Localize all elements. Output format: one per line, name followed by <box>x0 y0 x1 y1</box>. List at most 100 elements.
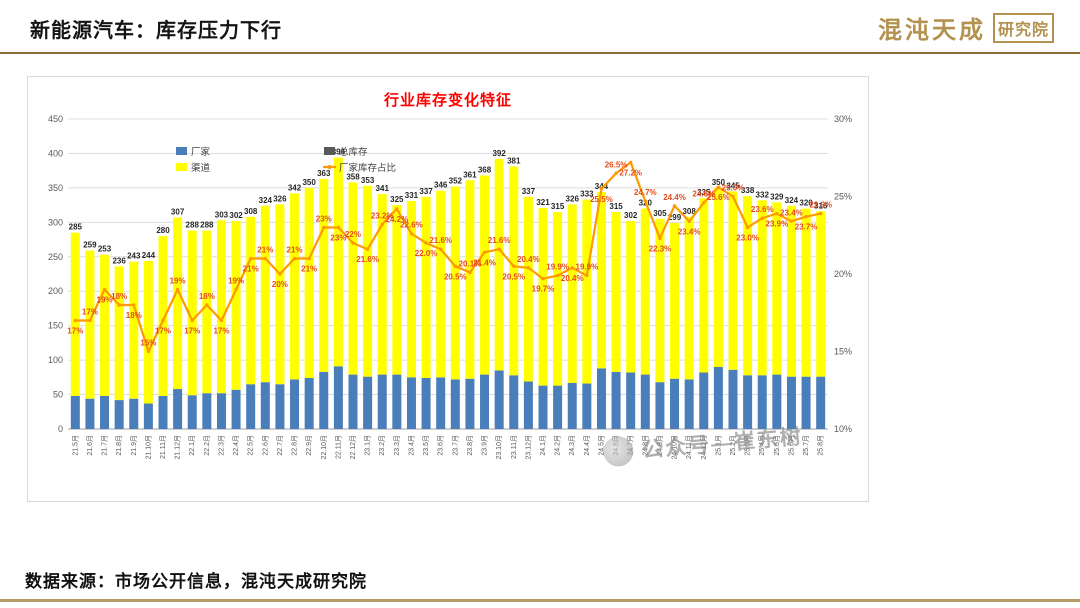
x-axis-tick: 23.11月 <box>510 435 518 459</box>
right-axis-tick: 20% <box>834 269 852 279</box>
brand-logo-text: 混沌天成 <box>877 18 986 44</box>
total-label: 324 <box>785 196 799 205</box>
ratio-point <box>760 216 764 220</box>
pct-label: 21% <box>257 246 273 255</box>
ratio-point <box>702 201 706 205</box>
factory-bar <box>816 376 826 429</box>
inventory-chart: 0 50 100 150 200 250 300 350 400 450 10% 15% 20% 25% 3… <box>48 114 852 460</box>
y-axis-tick: 300 <box>48 217 63 227</box>
factory-bar <box>743 375 753 429</box>
x-axis-tick: 24.12月 <box>700 435 708 460</box>
x-axis-tick: 22.9月 <box>305 435 313 456</box>
ratio-point <box>614 171 618 175</box>
total-label: 244 <box>142 251 156 260</box>
x-axis-tick: 23.3月 <box>393 435 401 456</box>
ratio-point <box>205 303 209 307</box>
pct-label: 25.6% <box>707 193 730 202</box>
channel-bar <box>216 220 226 394</box>
factory-bar <box>100 395 110 429</box>
pct-label: 20.5% <box>444 272 467 281</box>
pct-label: 19% <box>97 296 113 305</box>
channel-bar <box>158 236 168 396</box>
x-axis-tick: 21.11月 <box>159 435 167 459</box>
legend-label: 厂家 <box>191 146 211 158</box>
channel-bar <box>465 180 475 379</box>
ratio-point <box>88 318 92 323</box>
channel-bar <box>786 205 796 377</box>
total-label: 321 <box>536 198 550 207</box>
ratio-point <box>555 273 560 278</box>
ratio-point <box>599 187 604 191</box>
factory-bar <box>392 374 402 429</box>
legend-label: 厂家库存占比 <box>339 162 396 174</box>
legend-marker <box>176 163 187 171</box>
pct-label: 24.6% <box>692 190 715 199</box>
legend-marker-point <box>327 165 332 169</box>
total-label: 381 <box>507 157 521 166</box>
factory-bar <box>436 377 446 429</box>
ratio-point <box>643 199 648 203</box>
ratio-point <box>687 219 691 223</box>
chart-title: 行业库存变化特征 <box>383 92 512 109</box>
total-label: 329 <box>770 192 784 201</box>
factory-bar <box>670 378 680 429</box>
ratio-point <box>132 303 136 307</box>
ratio-point <box>161 318 165 323</box>
pct-label: 19.7% <box>532 285 555 294</box>
x-axis-tick: 23.9月 <box>481 435 489 456</box>
x-axis-tick: 25.1月 <box>714 435 722 456</box>
factory-bar <box>348 374 358 429</box>
pct-label: 18% <box>199 292 215 301</box>
ratio-point <box>745 225 750 230</box>
chart-panel: 0 50 100 150 200 250 300 350 400 450 10% 15% 20% 25% 3… <box>27 76 869 502</box>
channel-bar <box>757 200 767 376</box>
factory-bar <box>202 393 212 429</box>
factory-bar <box>611 371 621 429</box>
channel-bar <box>611 212 621 372</box>
factory-bar <box>290 379 300 429</box>
total-label: 307 <box>171 208 185 217</box>
header-divider <box>0 52 1080 54</box>
pct-label: 23.9% <box>766 220 789 229</box>
ratio-point <box>278 272 282 276</box>
total-label: 345 <box>726 181 740 190</box>
x-axis-tick: 25.8月 <box>817 435 825 456</box>
pct-label: 15% <box>140 339 156 348</box>
x-axis-tick: 22.1月 <box>188 435 196 456</box>
channel-bar <box>567 204 577 383</box>
factory-bar <box>523 381 533 429</box>
channel-bar <box>85 250 95 399</box>
channel-bar <box>684 216 694 380</box>
pct-label: 17% <box>184 327 200 336</box>
factory-bar <box>231 389 241 429</box>
channel-bar <box>319 178 329 372</box>
x-axis-tick: 21.7月 <box>101 435 109 456</box>
factory-bar <box>494 370 504 429</box>
total-label: 346 <box>434 181 448 190</box>
channel-bar <box>333 157 343 367</box>
factory-bar <box>465 378 475 429</box>
x-axis-tick: 24.2月 <box>554 435 562 456</box>
x-axis-tick: 22.4月 <box>232 435 240 456</box>
y-axis-tick: 50 <box>53 390 63 400</box>
total-label: 337 <box>419 187 433 196</box>
factory-bar <box>70 395 80 429</box>
channel-bar <box>553 212 563 386</box>
ratio-point <box>424 241 428 245</box>
pct-label: 22% <box>345 230 361 239</box>
pct-label: 18% <box>111 292 127 301</box>
ratio-point <box>336 225 341 230</box>
channel-bar <box>143 260 153 404</box>
pct-label: 24.2% <box>386 215 409 224</box>
x-axis-tick: 23.4月 <box>407 435 415 456</box>
pct-label: 17% <box>155 327 171 336</box>
factory-bar <box>582 383 592 429</box>
x-axis-tick: 22.5月 <box>247 435 255 456</box>
ratio-point <box>102 287 107 292</box>
total-label: 335 <box>697 188 711 197</box>
channel-bar <box>231 220 241 390</box>
channel-bar <box>436 190 446 378</box>
total-label: 302 <box>229 211 243 220</box>
pct-label: 20.1% <box>459 259 482 268</box>
x-axis-tick: 24.1月 <box>539 435 547 456</box>
